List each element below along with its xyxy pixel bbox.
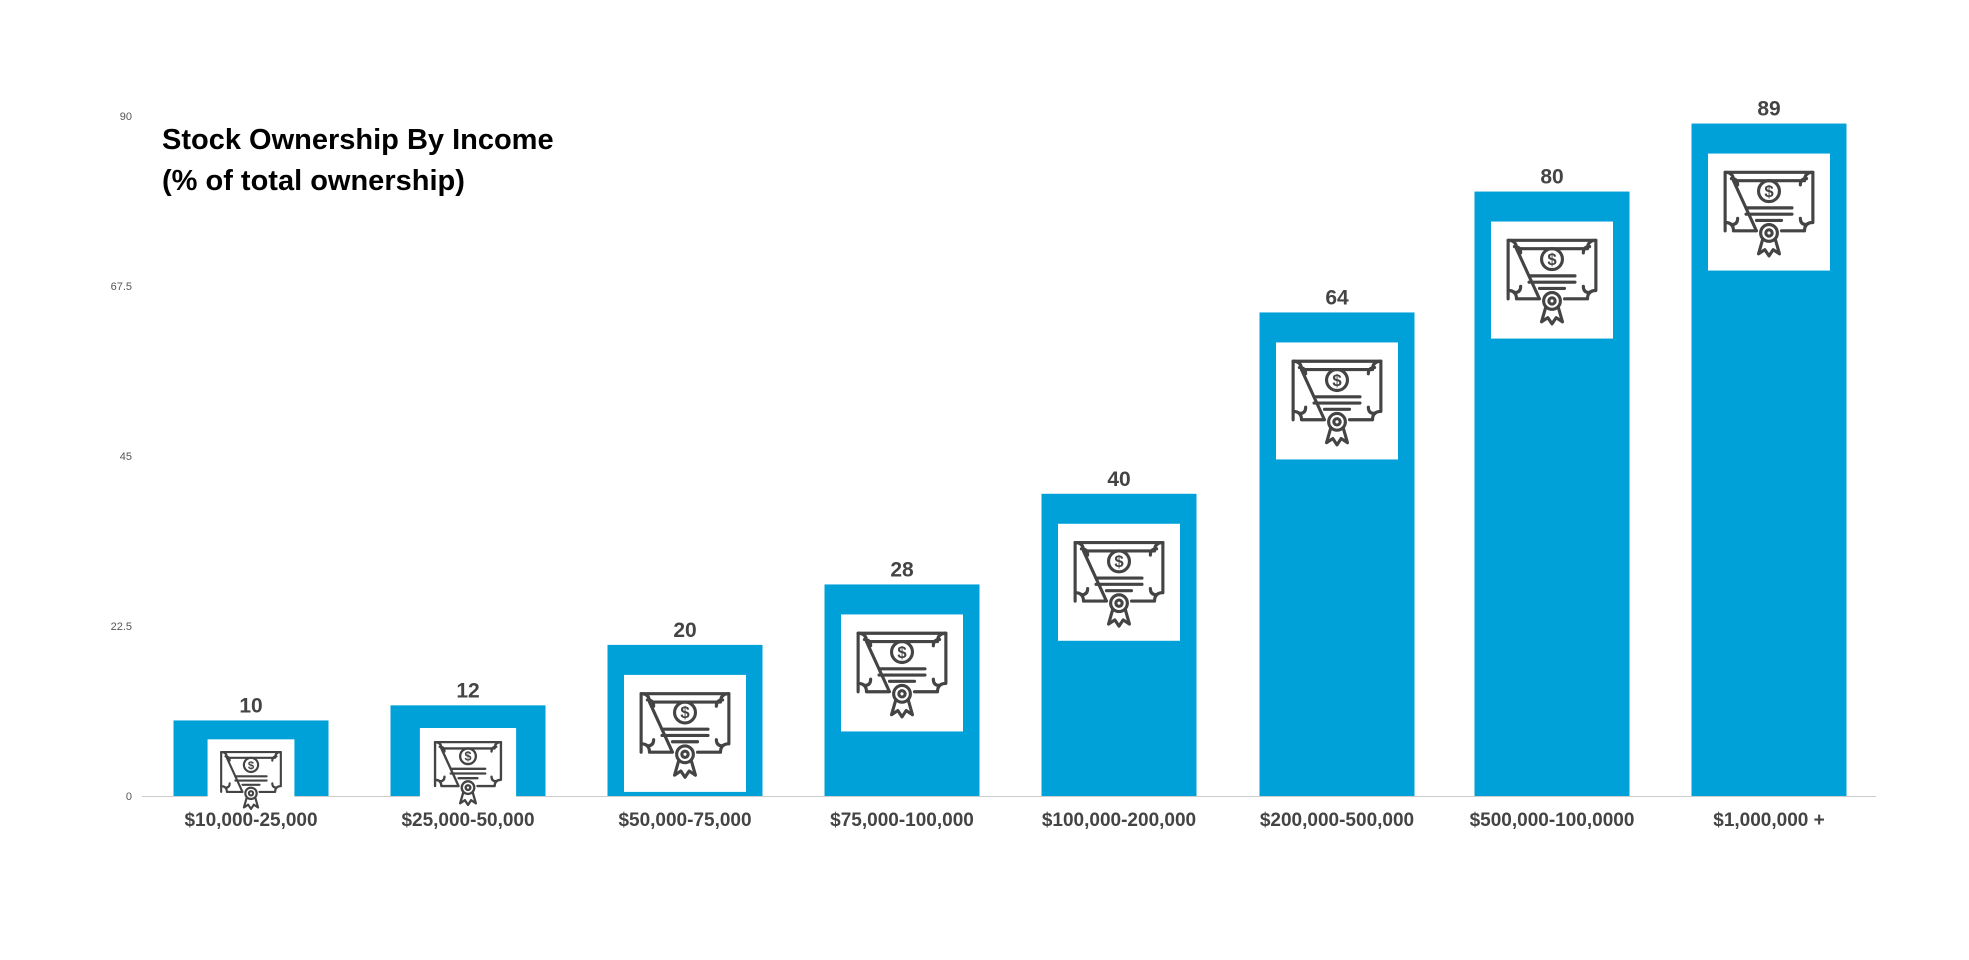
y-tick-label: 0: [126, 791, 132, 803]
stock-certificate-icon: $: [1291, 359, 1383, 447]
stock-certificate-icon: $: [433, 740, 503, 807]
svg-text:$: $: [1114, 552, 1124, 571]
chart-subtitle: (% of total ownership): [162, 165, 465, 197]
stock-certificate-icon: $: [639, 692, 731, 779]
svg-text:$: $: [680, 703, 690, 722]
x-axis: $10,000-25,000 $25,000-50,000 $50,000-75,0…: [184, 810, 1824, 831]
y-tick-label: 22.5: [111, 621, 132, 633]
data-label: 40: [1107, 468, 1130, 491]
svg-text:$: $: [248, 760, 255, 772]
data-label: 12: [456, 679, 479, 702]
stock-certificate-icon: $: [1073, 541, 1165, 628]
svg-text:$: $: [897, 643, 907, 662]
x-tick-label: $500,000-100,0000: [1470, 810, 1635, 831]
x-tick-label: $10,000-25,000: [184, 810, 317, 831]
y-tick-label: 90: [120, 111, 132, 123]
stock-certificate-icon: $: [220, 751, 282, 811]
x-tick-label: $100,000-200,000: [1042, 810, 1196, 831]
y-tick-label: 45: [120, 451, 132, 463]
x-tick-label: $50,000-75,000: [618, 810, 751, 831]
data-label: 10: [239, 694, 262, 717]
x-tick-label: $1,000,000 +: [1713, 810, 1824, 831]
svg-text:$: $: [1764, 182, 1774, 201]
stock-certificate-icon: $: [856, 631, 948, 719]
data-label: 89: [1757, 98, 1780, 121]
data-label: 64: [1325, 286, 1349, 309]
y-tick-label: 67.5: [111, 281, 132, 293]
svg-text:$: $: [1547, 250, 1557, 269]
svg-text:$: $: [1332, 371, 1342, 390]
data-label: 80: [1540, 166, 1563, 189]
data-label: 20: [673, 619, 696, 642]
x-tick-label: $75,000-100,000: [830, 810, 974, 831]
stock-certificate-icon: $: [1506, 238, 1598, 326]
bars: $10 $12 $20 $28 $40 $64 $80 $89: [173, 98, 1847, 819]
chart-title-line: Stock Ownership By Income: [162, 124, 554, 156]
chart-title: Stock Ownership By Income (% of total ow…: [162, 120, 554, 202]
svg-text:$: $: [465, 750, 472, 764]
stock-certificate-icon: $: [1723, 170, 1815, 258]
x-tick-label: $25,000-50,000: [401, 810, 534, 831]
data-label: 28: [890, 558, 914, 581]
x-tick-label: $200,000-500,000: [1260, 810, 1414, 831]
